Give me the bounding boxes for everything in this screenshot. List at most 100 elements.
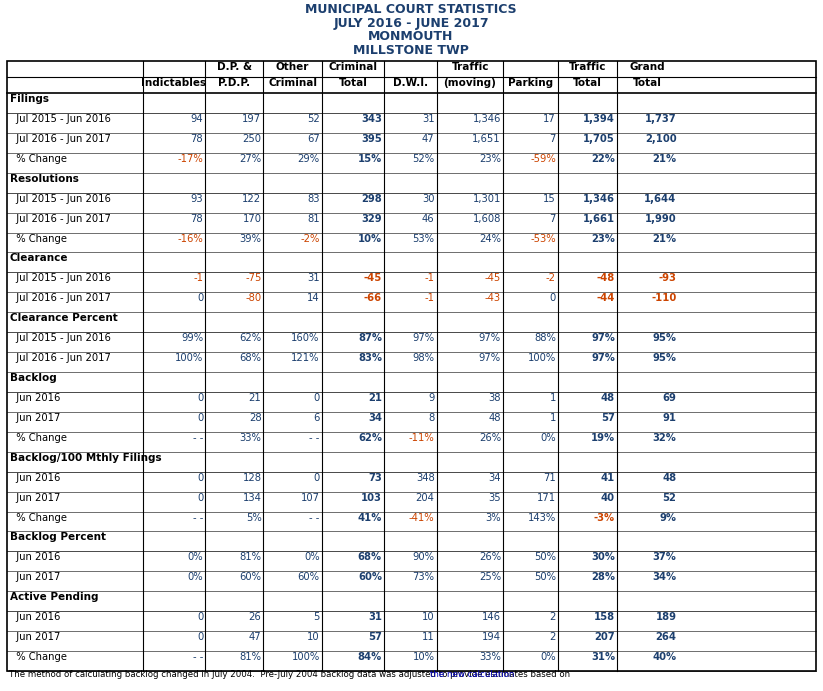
Text: 60%: 60% — [358, 572, 382, 583]
Text: 97%: 97% — [479, 353, 501, 363]
Text: 0: 0 — [197, 612, 203, 622]
Text: 38: 38 — [488, 393, 501, 403]
Text: 25%: 25% — [479, 572, 501, 583]
Text: Jul 2016 - Jun 2017: Jul 2016 - Jun 2017 — [10, 134, 111, 144]
Text: 35: 35 — [488, 493, 501, 502]
Text: 31: 31 — [368, 612, 382, 622]
Text: Jun 2016: Jun 2016 — [10, 393, 60, 403]
Text: 0: 0 — [197, 393, 203, 403]
Text: 171: 171 — [537, 493, 556, 502]
Text: - -: - - — [193, 433, 203, 443]
Text: 83: 83 — [307, 193, 319, 204]
Text: MILLSTONE TWP: MILLSTONE TWP — [353, 44, 469, 57]
Text: 250: 250 — [243, 134, 262, 144]
Text: 90%: 90% — [412, 552, 435, 562]
Text: Jun 2016: Jun 2016 — [10, 552, 60, 562]
Text: 100%: 100% — [175, 353, 203, 363]
Text: 329: 329 — [361, 214, 382, 224]
Text: 40: 40 — [601, 493, 615, 502]
Text: 10: 10 — [422, 612, 435, 622]
Text: 1,705: 1,705 — [584, 134, 615, 144]
Text: 34: 34 — [368, 413, 382, 423]
Text: -17%: -17% — [178, 154, 203, 164]
Text: 53%: 53% — [412, 234, 435, 243]
Text: -93: -93 — [658, 274, 677, 283]
Text: 69: 69 — [663, 393, 677, 403]
Text: 0: 0 — [314, 473, 319, 483]
Text: - -: - - — [309, 513, 319, 522]
Text: 100%: 100% — [291, 652, 319, 662]
Text: 15: 15 — [543, 193, 556, 204]
Text: -43: -43 — [485, 293, 501, 303]
Text: 60%: 60% — [239, 572, 262, 583]
Text: 83%: 83% — [358, 353, 382, 363]
Text: - -: - - — [309, 433, 319, 443]
Text: 98%: 98% — [412, 353, 435, 363]
Text: -44: -44 — [597, 293, 615, 303]
Text: Other: Other — [276, 62, 309, 72]
Text: 34: 34 — [488, 473, 501, 483]
Text: 2: 2 — [550, 632, 556, 642]
Text: 21%: 21% — [653, 154, 677, 164]
Text: 88%: 88% — [534, 333, 556, 343]
Text: Jun 2017: Jun 2017 — [10, 493, 60, 502]
Text: 189: 189 — [655, 612, 677, 622]
Text: 32%: 32% — [653, 433, 677, 443]
Text: 81%: 81% — [239, 652, 262, 662]
Text: 160%: 160% — [291, 333, 319, 343]
Text: 31: 31 — [307, 274, 319, 283]
Text: 68%: 68% — [358, 552, 382, 562]
Text: 134: 134 — [243, 493, 262, 502]
Text: -3%: -3% — [594, 513, 615, 522]
Text: 170: 170 — [243, 214, 262, 224]
Text: 194: 194 — [482, 632, 501, 642]
Text: the new calculation: the new calculation — [430, 670, 514, 679]
Text: 10: 10 — [307, 632, 319, 642]
Text: -11%: -11% — [409, 433, 435, 443]
Text: 34%: 34% — [653, 572, 677, 583]
Text: 1: 1 — [550, 393, 556, 403]
Bar — [7, 61, 816, 671]
Text: 0: 0 — [197, 413, 203, 423]
Text: MUNICIPAL COURT STATISTICS: MUNICIPAL COURT STATISTICS — [305, 3, 517, 16]
Text: 41%: 41% — [358, 513, 382, 522]
Text: 47: 47 — [249, 632, 262, 642]
Text: 67: 67 — [307, 134, 319, 144]
Text: -1: -1 — [425, 274, 435, 283]
Text: 99%: 99% — [181, 333, 203, 343]
Text: 62%: 62% — [239, 333, 262, 343]
Text: Jun 2017: Jun 2017 — [10, 413, 60, 423]
Text: 11: 11 — [422, 632, 435, 642]
Text: Jul 2016 - Jun 2017: Jul 2016 - Jun 2017 — [10, 214, 111, 224]
Text: Traffic: Traffic — [452, 62, 490, 72]
Text: 143%: 143% — [528, 513, 556, 522]
Text: 26: 26 — [249, 612, 262, 622]
Text: 26%: 26% — [479, 552, 501, 562]
Text: 1,661: 1,661 — [583, 214, 615, 224]
Text: 197: 197 — [242, 114, 262, 124]
Text: 100%: 100% — [528, 353, 556, 363]
Text: The method of calculating backlog changed in July 2004.  Pre-July 2004 backlog d: The method of calculating backlog change… — [9, 670, 573, 679]
Text: 348: 348 — [416, 473, 435, 483]
Text: 204: 204 — [416, 493, 435, 502]
Text: 28%: 28% — [591, 572, 615, 583]
Text: 1,651: 1,651 — [472, 134, 501, 144]
Text: 48: 48 — [663, 473, 677, 483]
Text: Backlog Percent: Backlog Percent — [10, 533, 106, 542]
Text: 128: 128 — [243, 473, 262, 483]
Text: 84%: 84% — [358, 652, 382, 662]
Text: 78: 78 — [191, 214, 203, 224]
Text: Total: Total — [338, 78, 367, 88]
Text: 0: 0 — [197, 493, 203, 502]
Text: 93: 93 — [191, 193, 203, 204]
Text: 26%: 26% — [479, 433, 501, 443]
Text: 73: 73 — [368, 473, 382, 483]
Text: 0%: 0% — [188, 552, 203, 562]
Text: 7: 7 — [550, 214, 556, 224]
Text: 21: 21 — [368, 393, 382, 403]
Text: - -: - - — [193, 652, 203, 662]
Text: 3%: 3% — [486, 513, 501, 522]
Text: Jul 2015 - Jun 2016: Jul 2015 - Jun 2016 — [10, 114, 111, 124]
Text: 87%: 87% — [358, 333, 382, 343]
Text: 1,608: 1,608 — [472, 214, 501, 224]
